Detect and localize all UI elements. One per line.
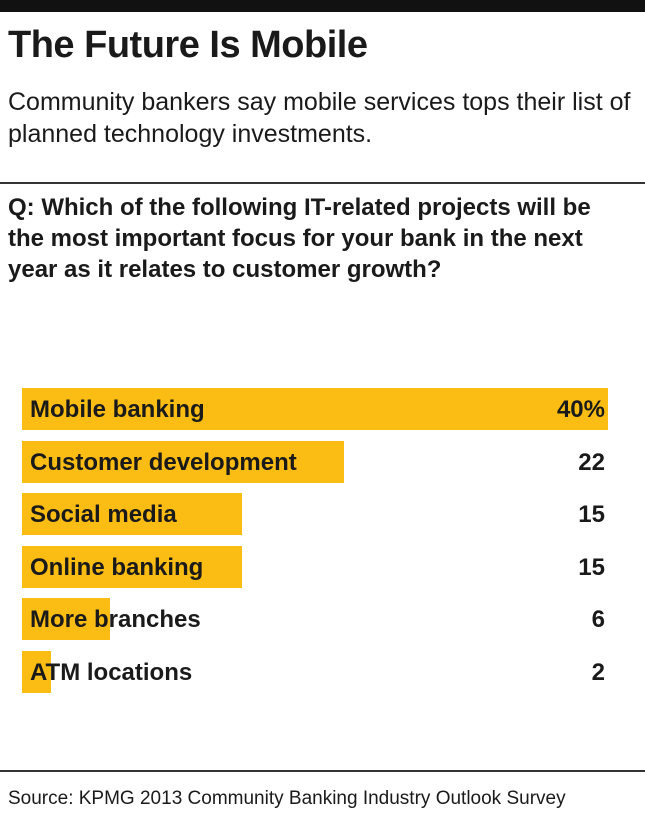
value-label: 40%	[556, 396, 605, 423]
value-label: 22	[578, 448, 605, 476]
value-label: 2	[591, 658, 605, 686]
chart-title: The Future Is Mobile	[8, 24, 368, 66]
bar-row: ATM locations 2	[0, 648, 645, 694]
bar	[22, 440, 345, 483]
value-label: 15	[578, 501, 605, 528]
footer-rule	[0, 770, 645, 772]
category-label: ATM locations	[30, 658, 193, 686]
category-label: Mobile banking	[30, 396, 205, 423]
value-label: 6	[591, 606, 605, 633]
bar-chart: Mobile banking 40% Customer development 22 S…	[0, 385, 645, 705]
survey-question: Q: Which of the following IT-related pro…	[8, 194, 591, 283]
value-label: 15	[578, 553, 605, 581]
category-label: Social media	[30, 501, 177, 528]
top-rule	[0, 0, 645, 12]
category-label: Customer development	[30, 448, 297, 476]
bar-row: Mobile banking 40%	[0, 385, 645, 431]
bar-row: Customer development 22	[0, 438, 645, 484]
bar	[22, 650, 52, 693]
category-label: More branches	[30, 606, 201, 633]
chart-subtitle: Community bankers say mobile services to…	[8, 88, 631, 148]
bar	[22, 545, 242, 588]
bar-row: Online banking 15	[0, 543, 645, 589]
category-label: Online banking	[30, 553, 204, 581]
bar	[22, 598, 110, 640]
source-note: Source: KPMG 2013 Community Banking Indu…	[8, 788, 566, 809]
bar	[22, 493, 242, 535]
bar	[22, 388, 608, 430]
divider-rule	[0, 182, 645, 184]
bar-row: Social media 15	[0, 490, 645, 536]
bar-row: More branches 6	[0, 595, 645, 641]
